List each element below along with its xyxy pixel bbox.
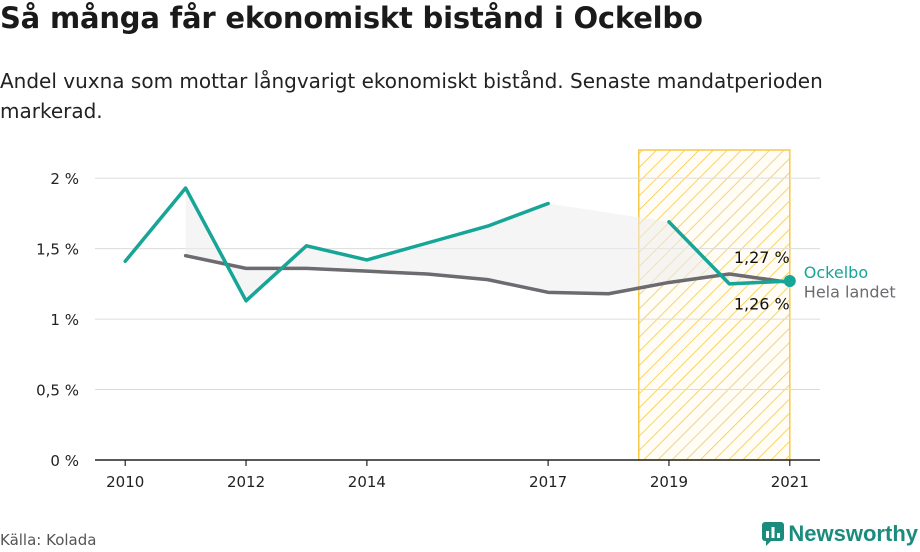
x-tick-label: 2019 (650, 473, 688, 491)
y-tick-label: 0,5 % (36, 382, 79, 400)
x-tick-label: 2014 (348, 473, 386, 491)
end-point-ockelbo (783, 275, 796, 288)
x-tick-label: 2012 (227, 473, 265, 491)
highlight-period (638, 149, 791, 461)
brand-name: Newsworthy (788, 521, 918, 546)
y-tick-label: 0 % (50, 452, 79, 470)
end-value-label-hela-landet: 1,26 % (734, 294, 790, 313)
source-note: Källa: Kolada (0, 531, 97, 549)
series-line-hela-landet (183, 253, 792, 296)
series-name-ockelbo: Ockelbo (804, 263, 868, 282)
x-tick-label: 2010 (106, 473, 144, 491)
series-line-ockelbo (667, 220, 792, 286)
y-tick-label: 1,5 % (36, 241, 79, 259)
y-tick-label: 2 % (50, 170, 79, 188)
chart-subtitle: Andel vuxna som mottar långvarigt ekonom… (0, 69, 823, 123)
chart-title: Så många får ekonomiskt bistånd i Ockelb… (0, 1, 703, 35)
brand-logo: Newsworthy (762, 519, 918, 549)
y-tick-label: 1 % (50, 311, 79, 329)
series-line-ockelbo (123, 186, 550, 303)
x-tick-label: 2017 (529, 473, 567, 491)
difference-band (185, 188, 790, 301)
newsworthy-logo-icon (762, 522, 785, 546)
series-name-hela-landet: Hela landet (804, 282, 896, 301)
end-value-label-ockelbo: 1,27 % (734, 248, 790, 267)
x-tick-label: 2021 (771, 473, 809, 491)
